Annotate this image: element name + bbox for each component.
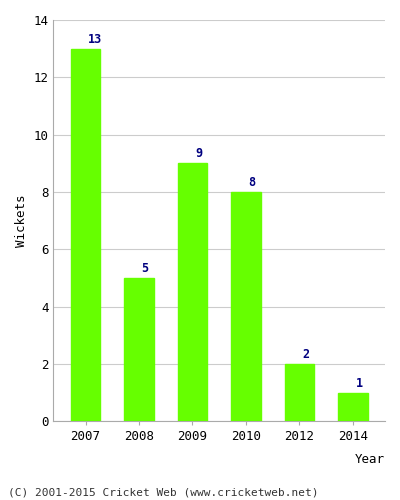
Text: 5: 5	[142, 262, 149, 275]
Text: 9: 9	[195, 148, 202, 160]
Text: 8: 8	[249, 176, 256, 189]
Text: Year: Year	[355, 454, 385, 466]
Bar	[124, 278, 154, 421]
Text: (C) 2001-2015 Cricket Web (www.cricketweb.net): (C) 2001-2015 Cricket Web (www.cricketwe…	[8, 488, 318, 498]
Bar	[231, 192, 261, 421]
Text: 1: 1	[356, 376, 363, 390]
Bar	[338, 392, 368, 421]
Bar	[71, 48, 100, 421]
Y-axis label: Wickets: Wickets	[15, 194, 28, 247]
Bar	[178, 164, 207, 421]
Text: 2: 2	[302, 348, 309, 361]
Bar	[285, 364, 314, 421]
Text: 13: 13	[88, 33, 102, 46]
